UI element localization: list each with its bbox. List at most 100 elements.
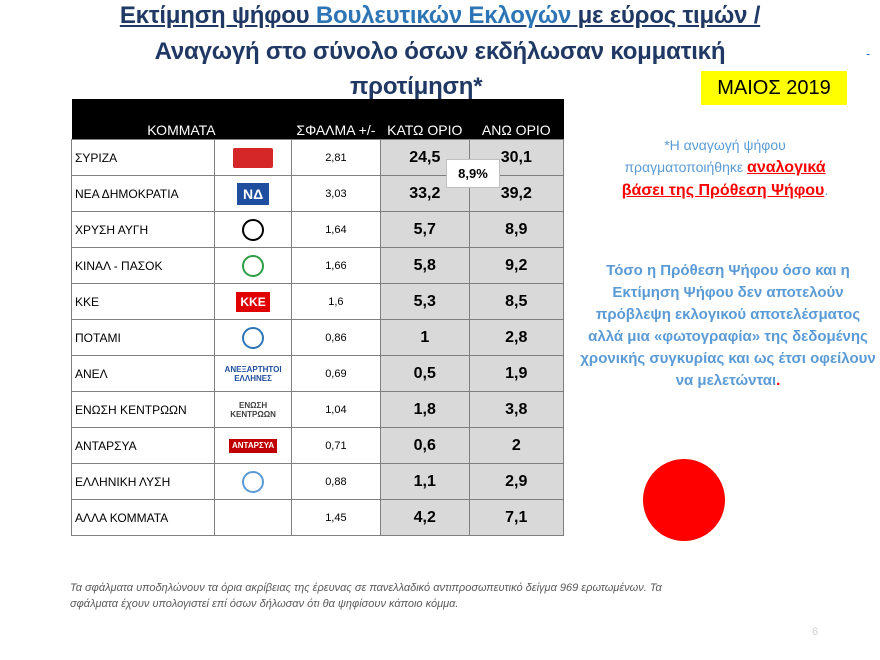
error-cell: 1,6: [290, 283, 381, 320]
logo-cell: ΑΝΤΑΡΣΥΑ: [214, 427, 292, 464]
month-badge: ΜΑΙΟΣ 2019: [701, 71, 847, 105]
low-cell: 0,5: [379, 355, 470, 392]
logo-cell: ΕΝΩΣΗ ΚΕΝΤΡΩΩΝ: [214, 391, 292, 428]
party-cell: ΠΟΤΑΜΙ: [70, 319, 216, 356]
methodology-note: *Η αναγωγή ψήφου πραγματοποιήθηκε αναλογ…: [580, 134, 870, 202]
party-cell: ΑΛΛΑ ΚΟΜΜΑΤΑ: [70, 499, 216, 536]
table-body: ΣΥΡΙΖΑ 2,81 24,5 30,1 ΝΕΑ ΔΗΜΟΚΡΑΤΙΑ ΝΔ 3,03 33…: [70, 139, 565, 536]
footnote: Τα σφάλματα υποδηλώνουν τα όρια ακρίβεια…: [70, 582, 662, 610]
estimate-table: ΚΟΜΜΑΤΑ ΣΦΑΛΜΑ +/- ΚΑΤΩ ΟΡΙΟ ΑΝΩ ΟΡΙΟ ΣΥ…: [70, 99, 565, 536]
party-cell: ΕΛΛΗΝΙΚΗ ΛΥΣΗ: [70, 463, 216, 500]
title-part-a: Εκτίμηση ψήφου: [119, 2, 310, 29]
logo-cell: ΑΝΕΞΑΡΤΗΤΟΙ ΕΛΛΗΝΕΣ: [214, 355, 292, 392]
table-row: ΑΛΛΑ ΚΟΜΜΑΤΑ 1,45 4,2 7,1: [70, 499, 565, 536]
red-circle: [643, 459, 725, 541]
anel-logo-icon: ΑΝΕΞΑΡΤΗΤΟΙ ΕΛΛΗΝΕΣ: [224, 364, 282, 383]
nd-logo-icon: ΝΔ: [236, 182, 270, 205]
low-cell: 1: [379, 319, 470, 356]
kke-logo-icon: ΚΚΕ: [236, 291, 270, 312]
low-cell: 5,7: [379, 211, 470, 248]
table-row: ΚΚΕ ΚΚΕ 1,6 5,3 8,5: [70, 283, 565, 320]
syriza-logo-icon: [233, 147, 274, 168]
high-cell: 3,8: [468, 391, 565, 428]
error-cell: 1,64: [290, 211, 381, 248]
low-cell: 0,6: [379, 427, 470, 464]
ek-logo-icon: ΕΝΩΣΗ ΚΕΝΤΡΩΩΝ: [230, 400, 276, 419]
high-cell: 2,9: [468, 463, 565, 500]
error-cell: 1,45: [290, 499, 381, 536]
decorative-dash: -: [866, 46, 871, 61]
low-cell: 4,2: [379, 499, 470, 536]
table-row: ΑΝΕΛ ΑΝΕΞΑΡΤΗΤΟΙ ΕΛΛΗΝΕΣ 0,69 0,5 1,9: [70, 355, 565, 392]
page-number: 6: [812, 626, 819, 638]
error-cell: 0,69: [290, 355, 381, 392]
note1-part-b: πραγματοποιήθηκε: [624, 159, 744, 175]
low-cell: 1,1: [379, 463, 470, 500]
title-part-b: Βουλευτικών Εκλογών: [315, 2, 572, 29]
logo-cell: ΝΔ: [214, 175, 292, 212]
xa-logo-icon: [242, 218, 265, 241]
table-row: ΕΛΛΗΝΙΚΗ ΛΥΣΗ 0,88 1,1 2,9: [70, 463, 565, 500]
note1-part-e: .: [824, 182, 829, 198]
note1-line-b: πραγματοποιήθηκε αναλογικά: [580, 156, 870, 179]
error-cell: 1,66: [290, 247, 381, 284]
antarsya-logo-icon: ΑΝΤΑΡΣΥΑ: [228, 438, 278, 453]
table-row: ΝΕΑ ΔΗΜΟΚΡΑΤΙΑ ΝΔ 3,03 33,2 39,2: [70, 175, 565, 212]
logo-cell: [214, 499, 292, 536]
party-cell: ΕΝΩΣΗ ΚΕΝΤΡΩΩΝ: [70, 391, 216, 428]
error-cell: 0,86: [290, 319, 381, 356]
high-cell: 2,8: [468, 319, 565, 356]
table-row: ΠΟΤΑΜΙ 0,86 1 2,8: [70, 319, 565, 356]
logo-cell: [214, 139, 292, 176]
party-cell: ΝΕΑ ΔΗΜΟΚΡΑΤΙΑ: [70, 175, 216, 212]
party-cell: ΧΡΥΣΗ ΑΥΓΗ: [70, 211, 216, 248]
error-cell: 1,04: [290, 391, 381, 428]
logo-cell: [214, 211, 292, 248]
table-row: ΚΙΝΑΛ - ΠΑΣΟΚ 1,66 5,8 9,2: [70, 247, 565, 284]
party-cell: ΑΝΕΛ: [70, 355, 216, 392]
table-row: ΕΝΩΣΗ ΚΕΝΤΡΩΩΝ ΕΝΩΣΗ ΚΕΝΤΡΩΩΝ 1,04 1,8 3,8: [70, 391, 565, 428]
table-header-row: ΚΟΜΜΑΤΑ ΣΦΑΛΜΑ +/- ΚΑΤΩ ΟΡΙΟ ΑΝΩ ΟΡΙΟ: [71, 99, 564, 140]
disclaimer-dot: .: [776, 372, 781, 389]
party-cell: ΣΥΡΙΖΑ: [70, 139, 216, 176]
high-cell: 8,5: [468, 283, 565, 320]
high-cell: 7,1: [468, 499, 565, 536]
low-cell: 1,8: [379, 391, 470, 428]
difference-label: 8,9%: [446, 159, 500, 188]
note1-part-d: βάσει της Πρόθεση Ψήφου: [621, 182, 825, 199]
title-line-1: Εκτίμηση ψήφου Βουλευτικών Εκλογών με εύ…: [0, 2, 880, 30]
party-cell: ΚΙΝΑΛ - ΠΑΣΟΚ: [70, 247, 216, 284]
kinal-logo-icon: [242, 254, 265, 277]
note1-line-a: *Η αναγωγή ψήφου: [664, 137, 786, 153]
title-part-c: με εύρος τιμών /: [577, 2, 761, 29]
title-line-2: Αναγωγή στο σύνολο όσων εκδήλωσαν κομματ…: [154, 38, 726, 65]
note1-part-c: αναλογικά: [747, 159, 826, 176]
header-party: ΚΟΜΜΑΤΑ: [71, 99, 292, 140]
error-cell: 2,81: [290, 139, 381, 176]
party-cell: ΚΚΕ: [70, 283, 216, 320]
low-cell: 5,8: [379, 247, 470, 284]
header-low: ΚΑΤΩ ΟΡΙΟ: [380, 99, 470, 140]
error-cell: 0,88: [290, 463, 381, 500]
logo-cell: [214, 319, 292, 356]
logo-cell: [214, 463, 292, 500]
high-cell: 2: [468, 427, 565, 464]
logo-cell: [214, 247, 292, 284]
high-cell: 1,9: [468, 355, 565, 392]
header-error: ΣΦΑΛΜΑ +/-: [291, 99, 381, 140]
error-cell: 3,03: [290, 175, 381, 212]
title-line-3: προτίμηση*: [350, 73, 483, 100]
disclaimer-note: Τόσο η Πρόθεση Ψήφου όσο και η Εκτίμηση …: [580, 260, 876, 392]
el-logo-icon: [242, 470, 265, 493]
potami-logo-icon: [242, 326, 265, 349]
low-cell: 5,3: [379, 283, 470, 320]
error-cell: 0,71: [290, 427, 381, 464]
high-cell: 9,2: [468, 247, 565, 284]
header-high: ΑΝΩ ΟΡΙΟ: [469, 99, 564, 140]
party-cell: ΑΝΤΑΡΣΥΑ: [70, 427, 216, 464]
high-cell: 8,9: [468, 211, 565, 248]
logo-cell: ΚΚΕ: [214, 283, 292, 320]
disclaimer-text: Τόσο η Πρόθεση Ψήφου όσο και η Εκτίμηση …: [580, 262, 876, 389]
table-row: ΧΡΥΣΗ ΑΥΓΗ 1,64 5,7 8,9: [70, 211, 565, 248]
note1-line-d: βάσει της Πρόθεση Ψήφου.: [580, 179, 870, 202]
